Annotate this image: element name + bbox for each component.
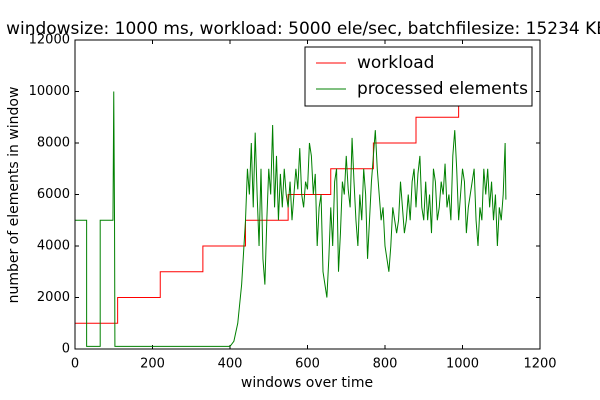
legend-label: workload [357, 53, 434, 73]
x-tick-label: 400 [218, 357, 243, 372]
legend-box [304, 46, 533, 107]
y-axis-label: number of elements in window [6, 87, 22, 304]
x-tick-label: 800 [373, 357, 398, 372]
x-tick-label: 600 [295, 357, 320, 372]
y-tick-label: 0 [62, 342, 70, 357]
x-tick-label: 200 [140, 357, 165, 372]
data-line [75, 91, 507, 347]
y-tick-label: 4000 [37, 239, 70, 254]
chart-title: windowsize: 1000 ms, workload: 5000 ele/… [6, 19, 600, 39]
x-tick-label: 1000 [446, 357, 479, 372]
y-tick-label: 8000 [37, 136, 70, 151]
y-tick-label: 6000 [37, 187, 70, 202]
y-tick-label: 12000 [29, 33, 70, 48]
plot-frame [74, 39, 541, 350]
y-tick-label: 10000 [29, 84, 70, 99]
x-tick-label: 1200 [523, 357, 556, 372]
y-tick-label: 2000 [37, 290, 70, 305]
legend-label: processed elements [357, 79, 528, 99]
x-tick-label: 0 [71, 357, 79, 372]
x-axis-label: windows over time [241, 375, 373, 391]
